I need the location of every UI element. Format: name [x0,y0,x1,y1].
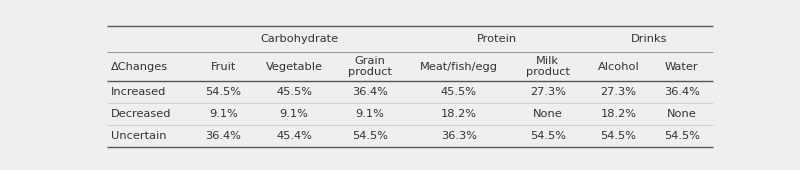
Text: Grain
product: Grain product [348,56,392,78]
Text: 27.3%: 27.3% [600,87,636,97]
Text: 18.2%: 18.2% [441,109,477,119]
Text: Drinks: Drinks [631,34,667,44]
Text: 45.4%: 45.4% [276,131,312,141]
Text: Alcohol: Alcohol [598,62,639,72]
Text: 9.1%: 9.1% [356,109,385,119]
Text: Water: Water [665,62,698,72]
Text: Protein: Protein [477,34,517,44]
Text: Increased: Increased [110,87,166,97]
Text: 27.3%: 27.3% [530,87,566,97]
Text: Meat/fish/egg: Meat/fish/egg [420,62,498,72]
Text: 9.1%: 9.1% [280,109,309,119]
Text: Decreased: Decreased [110,109,171,119]
Text: 18.2%: 18.2% [600,109,636,119]
Text: 36.4%: 36.4% [664,87,700,97]
Text: 54.5%: 54.5% [206,87,242,97]
Text: Milk
product: Milk product [526,56,570,78]
Text: 36.3%: 36.3% [441,131,477,141]
Text: None: None [667,109,697,119]
Text: 54.5%: 54.5% [530,131,566,141]
Text: Fruit: Fruit [210,62,236,72]
Text: 45.5%: 45.5% [441,87,477,97]
Text: 45.5%: 45.5% [276,87,312,97]
Text: None: None [533,109,562,119]
Text: 36.4%: 36.4% [206,131,242,141]
Text: Carbohydrate: Carbohydrate [261,34,338,44]
Text: 54.5%: 54.5% [600,131,636,141]
Text: 9.1%: 9.1% [209,109,238,119]
Text: 54.5%: 54.5% [352,131,388,141]
Text: Uncertain: Uncertain [110,131,166,141]
Text: 54.5%: 54.5% [664,131,700,141]
Text: 36.4%: 36.4% [352,87,388,97]
Text: ΔChanges: ΔChanges [110,62,168,72]
Text: Vegetable: Vegetable [266,62,322,72]
